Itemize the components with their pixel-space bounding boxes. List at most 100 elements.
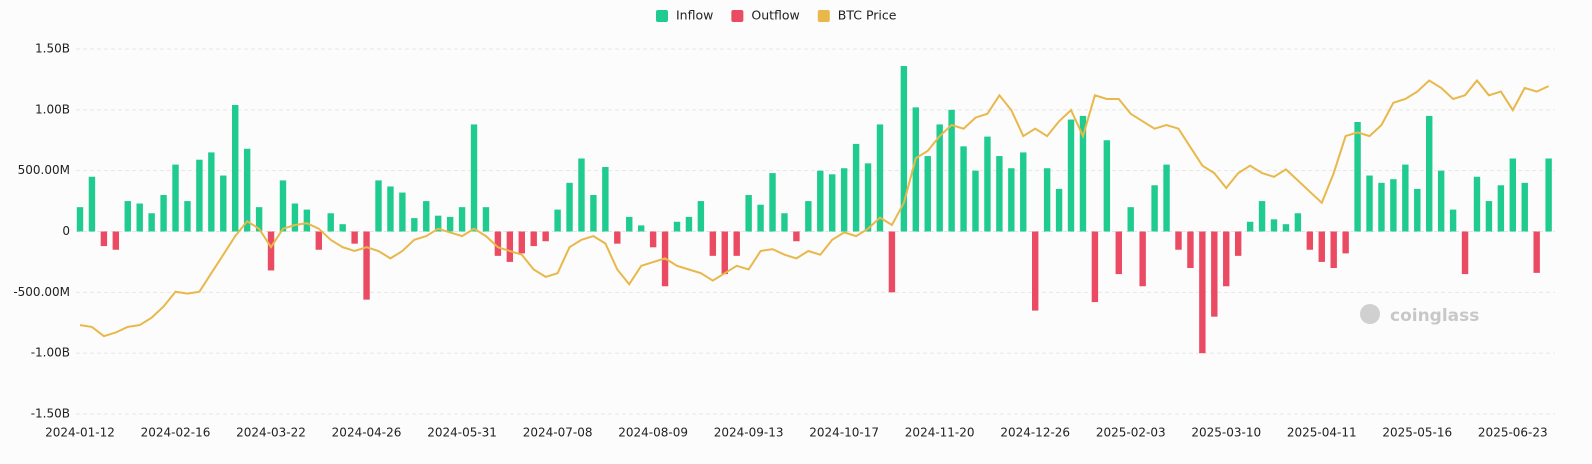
bar [793, 231, 800, 242]
bar [411, 218, 418, 232]
bar [482, 207, 490, 232]
y-tick-label: 0 [62, 224, 70, 238]
bar [578, 158, 585, 232]
y-tick-label: -500.00M [13, 285, 70, 299]
price-line [79, 78, 1550, 338]
bar [530, 231, 537, 247]
bar [435, 215, 442, 232]
x-tick-label: 2024-12-26 [1000, 426, 1070, 440]
bar [1342, 231, 1349, 254]
bar [1103, 140, 1111, 232]
x-tick-label: 2024-01-12 [45, 426, 115, 440]
bar [1211, 231, 1218, 317]
bar [1449, 209, 1457, 232]
bar [1366, 175, 1373, 232]
bar [494, 231, 502, 256]
bar [339, 224, 346, 232]
bar [984, 136, 991, 232]
bar [817, 170, 824, 232]
bar [100, 231, 108, 247]
bar [124, 201, 131, 232]
bar [936, 124, 943, 232]
bar [1043, 168, 1051, 232]
bar [518, 231, 525, 254]
bar [327, 213, 334, 232]
bar [1414, 188, 1421, 232]
x-tick-label: 2024-05-31 [427, 426, 497, 440]
bar [1008, 168, 1015, 232]
bar [148, 213, 155, 232]
bar [458, 207, 466, 232]
y-tick-label: 1.00B [35, 102, 70, 116]
bar [685, 216, 693, 232]
watermark-icon [1360, 304, 1380, 324]
bar [470, 124, 478, 232]
bar [614, 231, 621, 244]
x-tick-label: 2025-04-11 [1287, 426, 1357, 440]
bar [1115, 231, 1122, 275]
y-tick-label: -1.50B [31, 407, 70, 421]
bar [232, 104, 239, 232]
x-tick-label: 2024-10-17 [809, 426, 879, 440]
bar [1175, 231, 1182, 250]
bar [1246, 221, 1254, 232]
bar [637, 225, 645, 232]
bar [626, 216, 633, 232]
bar [1163, 164, 1170, 232]
bar [1390, 179, 1397, 232]
x-tick-label: 2025-06-23 [1478, 426, 1548, 440]
bar [900, 66, 908, 232]
bar [733, 231, 740, 256]
bar [423, 201, 430, 232]
bar [1079, 115, 1087, 232]
bar [590, 195, 597, 232]
bar [1318, 231, 1325, 262]
x-tick-label: 2024-09-13 [714, 426, 784, 440]
bar [649, 231, 657, 248]
bar [1067, 119, 1075, 232]
bar [1545, 158, 1552, 232]
bar [1223, 231, 1230, 287]
bar [1521, 182, 1528, 232]
bar [721, 231, 728, 275]
bar [1270, 219, 1278, 232]
bar [351, 231, 358, 244]
x-tick-label: 2024-08-09 [618, 426, 688, 440]
bar [781, 213, 788, 232]
bar [76, 207, 84, 232]
bar [446, 216, 454, 232]
bar [912, 107, 919, 232]
bar [1330, 231, 1337, 268]
x-tick-label: 2025-05-16 [1382, 426, 1452, 440]
x-tick-label: 2024-11-20 [905, 426, 975, 440]
legend-swatch [656, 10, 668, 22]
bar [1354, 122, 1361, 232]
watermark: coinglass [1390, 306, 1479, 326]
x-tick-label: 2024-03-22 [236, 426, 306, 440]
bar [399, 192, 406, 232]
bar [279, 180, 287, 232]
bar [1258, 201, 1266, 232]
bar [387, 186, 394, 232]
bar [948, 109, 955, 232]
bar [1497, 185, 1505, 232]
bar [315, 231, 322, 250]
bar [363, 231, 370, 300]
y-tick-label: -1.00B [31, 346, 70, 360]
bar [1151, 185, 1158, 232]
legend-label: BTC Price [838, 8, 897, 23]
bar [1234, 231, 1242, 256]
bar [1402, 164, 1409, 232]
bar [1032, 231, 1039, 311]
bar [208, 152, 215, 232]
bar [255, 207, 263, 232]
x-tick-label: 2024-04-26 [332, 426, 402, 440]
bar [1509, 158, 1516, 232]
bar [996, 156, 1003, 232]
bar [1127, 207, 1134, 232]
bar [924, 156, 931, 232]
bar [196, 159, 203, 232]
bar [88, 176, 96, 232]
